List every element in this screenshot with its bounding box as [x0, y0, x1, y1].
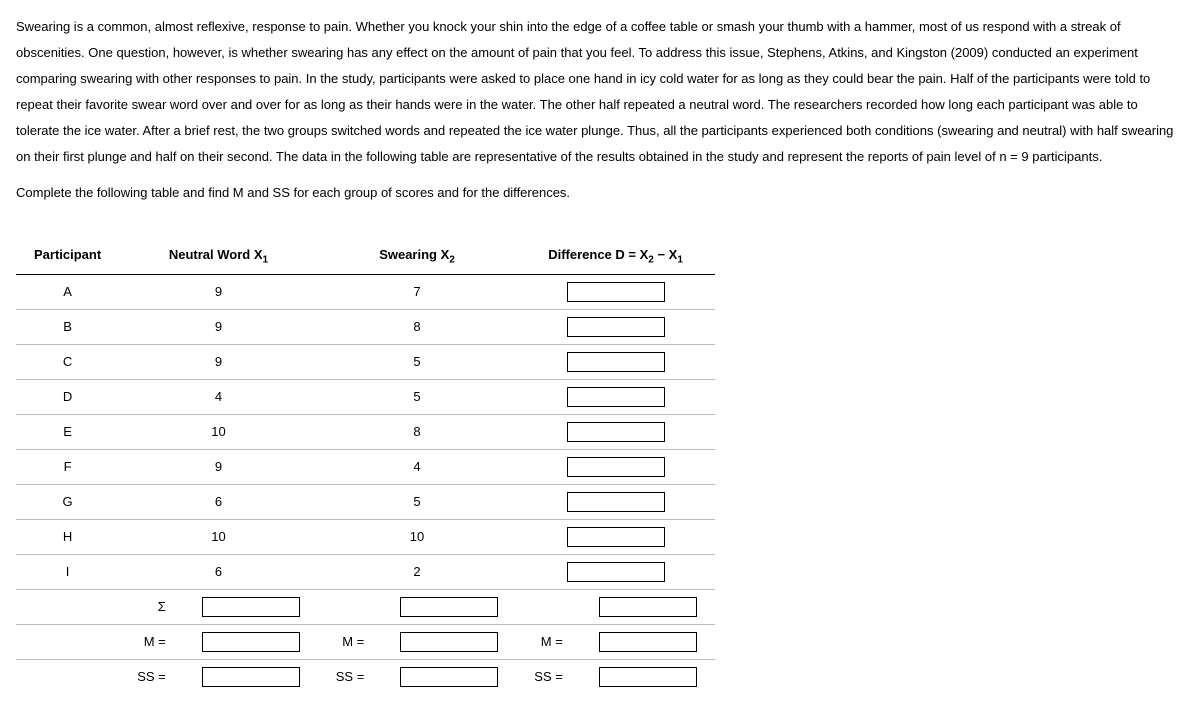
cell-difference — [516, 450, 715, 485]
cell-difference — [516, 520, 715, 555]
cell-neutral: 6 — [119, 555, 318, 590]
cell-participant: A — [16, 275, 119, 310]
difference-input[interactable] — [567, 527, 665, 547]
table-row: H1010 — [16, 520, 715, 555]
header-difference: Difference D = X2 − X1 — [516, 236, 715, 275]
ss-neutral-input[interactable] — [202, 667, 300, 687]
cell-swearing: 8 — [318, 415, 517, 450]
ss-row: SS = SS = SS = — [16, 660, 715, 695]
cell-participant: F — [16, 450, 119, 485]
cell-difference — [516, 275, 715, 310]
cell-difference — [516, 345, 715, 380]
cell-neutral: 9 — [119, 310, 318, 345]
table-row: D45 — [16, 380, 715, 415]
ss-label: SS = — [318, 660, 383, 695]
difference-input[interactable] — [567, 317, 665, 337]
cell-participant: D — [16, 380, 119, 415]
instruction-text: Complete the following table and find M … — [16, 180, 1184, 206]
cell-neutral: 6 — [119, 485, 318, 520]
table-row: C95 — [16, 345, 715, 380]
cell-participant: E — [16, 415, 119, 450]
difference-input[interactable] — [567, 352, 665, 372]
m-neutral-input[interactable] — [202, 632, 300, 652]
header-neutral: Neutral Word X1 — [119, 236, 318, 275]
problem-paragraph: Swearing is a common, almost reflexive, … — [16, 14, 1184, 170]
cell-swearing: 4 — [318, 450, 517, 485]
difference-input[interactable] — [567, 387, 665, 407]
m-label: M = — [119, 625, 184, 660]
m-label: M = — [318, 625, 383, 660]
cell-neutral: 9 — [119, 275, 318, 310]
sigma-neutral-input[interactable] — [202, 597, 300, 617]
ss-diff-input[interactable] — [599, 667, 697, 687]
table-row: G65 — [16, 485, 715, 520]
header-swearing: Swearing X2 — [318, 236, 517, 275]
table-row: E108 — [16, 415, 715, 450]
cell-participant: B — [16, 310, 119, 345]
table-row: B98 — [16, 310, 715, 345]
ss-label: SS = — [119, 660, 184, 695]
table-row: A97 — [16, 275, 715, 310]
cell-difference — [516, 380, 715, 415]
cell-swearing: 5 — [318, 380, 517, 415]
cell-participant: C — [16, 345, 119, 380]
cell-participant: G — [16, 485, 119, 520]
cell-swearing: 10 — [318, 520, 517, 555]
cell-swearing: 5 — [318, 485, 517, 520]
cell-neutral: 10 — [119, 415, 318, 450]
cell-difference — [516, 555, 715, 590]
difference-input[interactable] — [567, 492, 665, 512]
ss-swearing-input[interactable] — [400, 667, 498, 687]
cell-participant: I — [16, 555, 119, 590]
cell-difference — [516, 310, 715, 345]
cell-neutral: 9 — [119, 450, 318, 485]
cell-neutral: 10 — [119, 520, 318, 555]
cell-neutral: 4 — [119, 380, 318, 415]
sigma-diff-input[interactable] — [599, 597, 697, 617]
sigma-swearing-input[interactable] — [400, 597, 498, 617]
header-participant: Participant — [16, 236, 119, 275]
cell-swearing: 2 — [318, 555, 517, 590]
cell-swearing: 5 — [318, 345, 517, 380]
cell-swearing: 8 — [318, 310, 517, 345]
difference-input[interactable] — [567, 562, 665, 582]
cell-participant: H — [16, 520, 119, 555]
difference-input[interactable] — [567, 422, 665, 442]
cell-difference — [516, 415, 715, 450]
cell-swearing: 7 — [318, 275, 517, 310]
m-swearing-input[interactable] — [400, 632, 498, 652]
difference-input[interactable] — [567, 282, 665, 302]
sigma-label: Σ — [119, 590, 184, 625]
cell-difference — [516, 485, 715, 520]
difference-input[interactable] — [567, 457, 665, 477]
ss-label: SS = — [516, 660, 581, 695]
m-diff-input[interactable] — [599, 632, 697, 652]
data-table: Participant Neutral Word X1 Swearing X2 … — [16, 236, 715, 694]
table-row: F94 — [16, 450, 715, 485]
sigma-row: Σ — [16, 590, 715, 625]
cell-neutral: 9 — [119, 345, 318, 380]
m-label: M = — [516, 625, 581, 660]
table-row: I62 — [16, 555, 715, 590]
mean-row: M = M = M = — [16, 625, 715, 660]
